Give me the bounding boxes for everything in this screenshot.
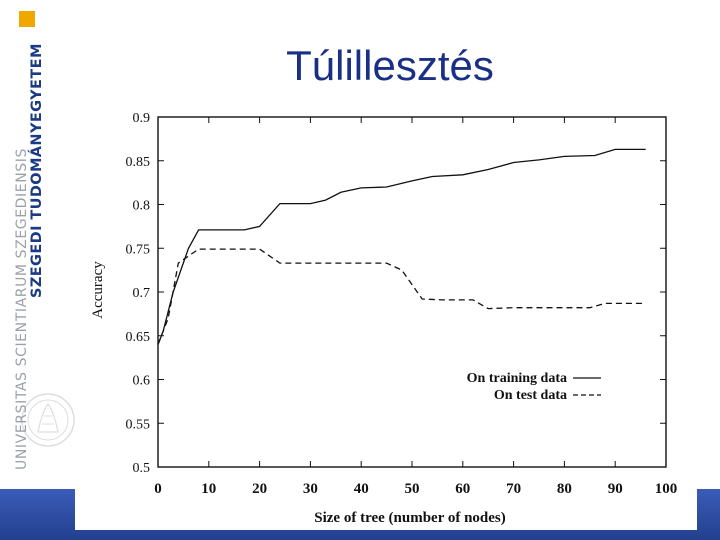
x-tick-label: 70 [506, 481, 521, 497]
x-tick-label: 10 [201, 481, 216, 497]
brand-logo-square [19, 11, 35, 27]
y-tick-label: 0.75 [126, 242, 151, 257]
x-axis-label: Size of tree (number of nodes) [314, 510, 506, 526]
plot-frame [157, 116, 667, 468]
y-tick-label: 0.65 [126, 330, 151, 345]
slide-title: Túlillesztés [286, 42, 494, 89]
x-tick-label: 100 [655, 481, 678, 497]
university-seal-icon [21, 393, 75, 447]
x-tick-label: 0 [154, 481, 162, 497]
accuracy-chart: 0 10 20 30 40 50 60 70 80 90 100 0.5 0.55 0.6 0.65 0.7 0… [90, 111, 678, 526]
x-tick-label: 20 [252, 481, 267, 497]
y-tick-label: 0.7 [133, 286, 151, 301]
y-tick-label: 0.6 [133, 374, 151, 389]
y-axis-label: Accuracy [90, 261, 106, 319]
series-line-training [157, 148, 646, 345]
series-line-test [157, 248, 646, 345]
y-tick-label: 0.8 [133, 199, 151, 214]
y-tick-label: 0.55 [126, 417, 151, 432]
university-name: SZEGEDI TUDOMÁNYEGYETEM [29, 43, 45, 298]
x-tick-label: 90 [608, 481, 623, 497]
x-tick-label: 30 [303, 481, 318, 497]
chart-image: 0 10 20 30 40 50 60 70 80 90 100 0.5 0.55 0.6 0.65 0.7 0… [75, 100, 697, 530]
x-tick-label: 60 [455, 481, 470, 497]
legend-label: On test data [494, 388, 567, 403]
university-banner: SZEGEDI TUDOMÁNYEGYETEM UNIVERSITAS SCIE… [0, 0, 75, 485]
y-tick-label: 0.85 [126, 155, 151, 170]
legend: On training data On test data [467, 371, 601, 403]
y-tick-label: 0.9 [133, 111, 151, 126]
x-tick-label: 50 [405, 481, 420, 497]
y-tick-label: 0.5 [133, 461, 151, 476]
x-tick-label: 80 [557, 481, 572, 497]
legend-label: On training data [467, 371, 567, 386]
x-tick-label: 40 [354, 481, 369, 497]
